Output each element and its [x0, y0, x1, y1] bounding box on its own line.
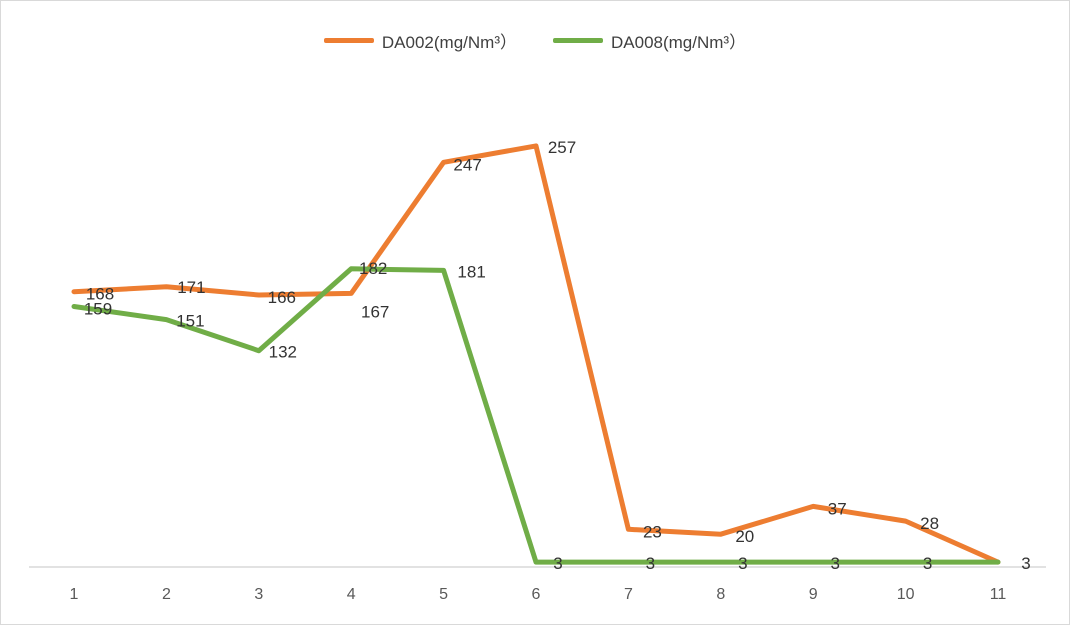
- data-label-da002: 20: [735, 527, 754, 546]
- data-label-da002: 23: [643, 522, 662, 541]
- x-tick-label: 9: [809, 586, 818, 603]
- series-line-da002: [71, 143, 1001, 565]
- x-tick-label: 1: [70, 586, 79, 603]
- data-label-da008: 159: [84, 299, 112, 318]
- x-tick-label: 11: [990, 586, 1007, 603]
- data-label-da002: 166: [268, 288, 296, 307]
- x-tick-label: 3: [254, 586, 263, 603]
- chart-legend: DA002(mg/Nm³） DA008(mg/Nm³）: [1, 28, 1069, 53]
- data-label-da002: 171: [177, 278, 205, 297]
- x-tick-label: 7: [624, 586, 633, 603]
- x-tick-label: 6: [532, 586, 541, 603]
- x-tick-label: 2: [162, 586, 171, 603]
- legend-swatch-da002: [323, 38, 374, 43]
- x-tick-label: 8: [716, 586, 725, 603]
- series-line-da008: [71, 266, 1001, 565]
- data-label-da008: 3: [738, 554, 747, 573]
- legend-item-da002: DA002(mg/Nm³）: [323, 28, 517, 53]
- data-label-da008: 182: [359, 259, 387, 278]
- data-label-da008: 3: [830, 554, 839, 573]
- data-label-da008: 151: [176, 312, 204, 331]
- data-label-da002: 257: [548, 138, 576, 157]
- x-tick-label: 10: [897, 586, 915, 603]
- legend-item-da008: DA008(mg/Nm³）: [553, 28, 746, 53]
- legend-label-da008: DA008(mg/Nm³）: [611, 33, 747, 52]
- data-label-da002: 3: [1021, 554, 1030, 573]
- data-label-da008: 3: [923, 554, 932, 573]
- data-label-da008: 3: [553, 554, 562, 573]
- legend-label-da002: DA002(mg/Nm³）: [381, 33, 517, 52]
- data-label-da002: 167: [361, 302, 389, 321]
- data-label-da002: 37: [828, 499, 847, 518]
- data-label-da002: 168: [86, 285, 114, 304]
- data-label-da008: 181: [457, 262, 485, 281]
- x-tick-label: 5: [439, 586, 448, 603]
- data-label-da008: 3: [646, 554, 655, 573]
- data-label-da008: 132: [269, 343, 297, 362]
- x-tick-label: 4: [347, 586, 356, 603]
- data-label-da002: 247: [453, 155, 481, 174]
- legend-swatch-da008: [553, 38, 603, 43]
- data-label-da002: 28: [920, 514, 939, 533]
